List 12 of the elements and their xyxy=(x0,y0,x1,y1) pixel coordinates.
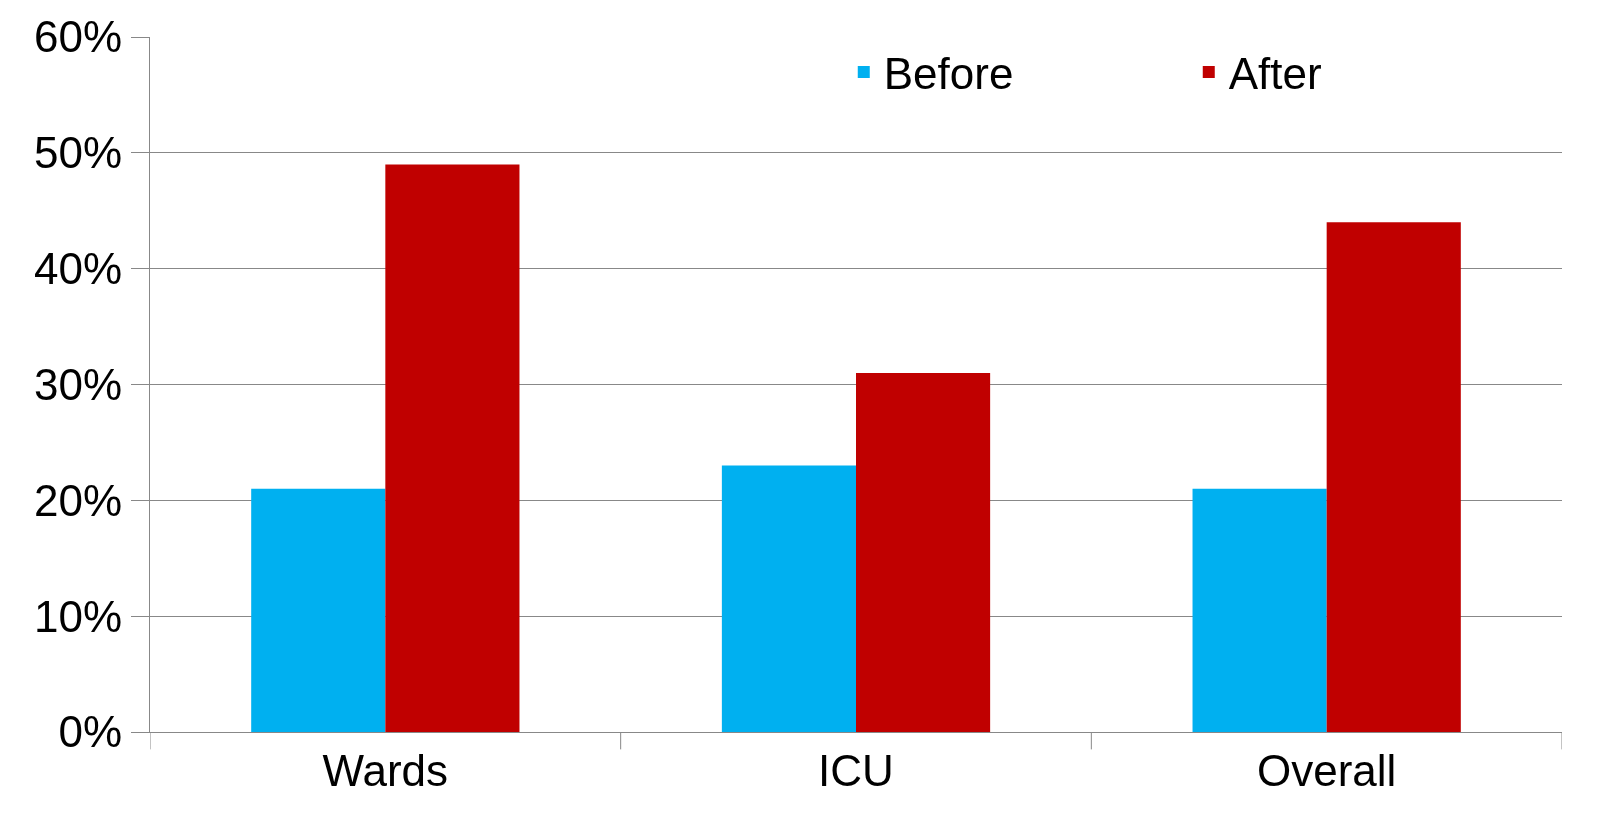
x-tick-label: ICU xyxy=(818,745,894,795)
y-tick-label: 10% xyxy=(34,591,123,641)
y-tick-label: 20% xyxy=(34,475,123,525)
y-tick-label: 60% xyxy=(34,12,123,62)
y-tick-label: 40% xyxy=(34,244,123,294)
y-tick-label: 30% xyxy=(34,359,123,409)
legend-label: Before xyxy=(883,49,1014,99)
legend-label: After xyxy=(1228,49,1322,99)
x-tick-label: Wards xyxy=(322,745,449,795)
y-tick-label: 50% xyxy=(34,128,123,178)
y-tick-label: 0% xyxy=(58,707,123,757)
x-tick-label: Overall xyxy=(1256,745,1397,795)
